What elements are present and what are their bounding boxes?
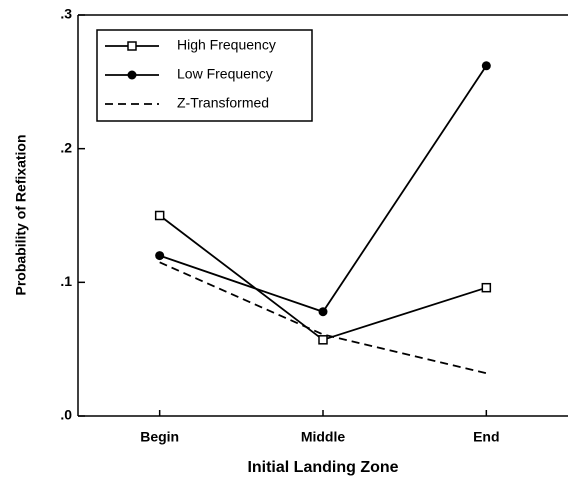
legend-marker [127, 41, 137, 51]
legend-label: High Frequency [177, 37, 276, 53]
y-tick-label: .1 [60, 273, 72, 289]
x-tick-label: End [473, 429, 499, 445]
x-tick-label: Begin [140, 429, 179, 445]
data-point [481, 61, 491, 71]
legend-label: Z-Transformed [177, 95, 269, 111]
series-line [159, 261, 487, 375]
data-point [318, 307, 328, 317]
data-point [318, 335, 328, 345]
y-axis-label: Probability of Refixation [13, 134, 29, 295]
y-tick-label: .2 [60, 139, 72, 155]
legend-label: Low Frequency [177, 66, 273, 82]
y-tick-label: .3 [60, 6, 72, 22]
data-point [155, 251, 165, 261]
x-tick-label: Middle [301, 429, 346, 445]
legend-marker [127, 70, 137, 80]
y-tick-label: .0 [60, 407, 72, 423]
series-line [159, 214, 487, 341]
data-point [481, 282, 492, 293]
x-axis-label: Initial Landing Zone [247, 459, 398, 476]
data-point [154, 210, 165, 221]
